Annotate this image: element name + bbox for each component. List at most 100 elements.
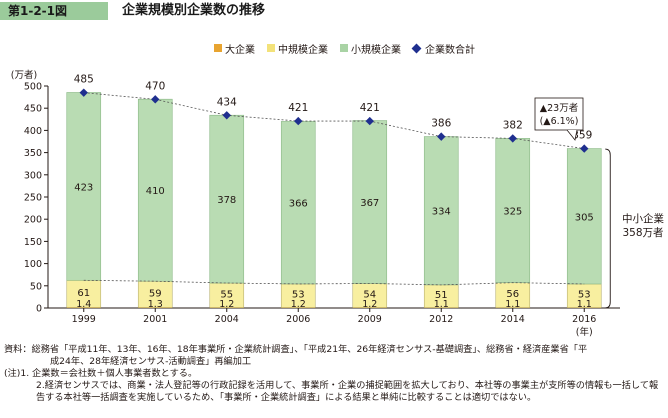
total-label-2006: 421 <box>288 102 308 114</box>
stacked-bar-chart: (万者)050100150200250300350400450500423611… <box>11 70 665 338</box>
medium-trend-line <box>83 279 585 286</box>
bar-medium-2014 <box>495 282 531 308</box>
label-large-2012: 1.1 <box>434 299 449 310</box>
label-small-2016: 305 <box>575 212 594 223</box>
note-1: (注)1. 企業数＝会社数＋個人事業者数とする。 <box>4 368 198 379</box>
total-label-2012: 386 <box>431 118 451 130</box>
label-small-2014: 325 <box>503 206 522 217</box>
legend-label-small: 小規模企業 <box>351 44 401 56</box>
total-marker-2014 <box>508 134 517 143</box>
y-tick-label: 450 <box>24 104 42 115</box>
label-small-2004: 378 <box>217 195 236 206</box>
total-trend-line <box>83 92 585 149</box>
bar-medium-2001 <box>137 280 173 308</box>
label-medium-2004: 55 <box>220 289 233 300</box>
change-amount: ▲23万者 <box>540 103 578 114</box>
source-line-2: 成24年、28年経済センサス‐活動調査」再編加工 <box>50 356 252 367</box>
sme-bracket <box>605 148 611 309</box>
legend-swatch-small <box>340 44 348 52</box>
label-medium-2016: 53 <box>578 290 591 301</box>
legend-label-medium: 中規模企業 <box>278 44 328 56</box>
label-large-2014: 1.1 <box>505 299 520 310</box>
x-tick-label-2012: 2012 <box>429 314 453 325</box>
bar-small-2014 <box>495 138 531 283</box>
sme-label: 中小企業 <box>622 212 664 225</box>
figure-header: 第1-2-1図 企業規模別企業数の推移 <box>0 0 668 22</box>
legend-item-large: 大企業 <box>214 41 255 56</box>
bar-small-2004 <box>209 114 245 284</box>
y-tick-label: 250 <box>24 193 42 204</box>
figure-title: 企業規模別企業数の推移 <box>122 3 266 18</box>
change-annotation-pointer <box>566 129 578 141</box>
label-medium-2001: 59 <box>149 288 162 299</box>
note-2: 2.経済センサスでは、商業・法人登記等の行政記録を活用して、事業所・企業の捕捉範… <box>36 380 659 403</box>
total-label-1999: 485 <box>74 74 94 86</box>
label-small-2012: 334 <box>432 207 451 218</box>
source-line-1: 資料：総務省「平成11年、13年、16年、18年事業所・企業統計調査」、「平成2… <box>4 344 588 355</box>
label-small-2009: 367 <box>360 198 379 209</box>
bar-small-2016 <box>566 148 602 285</box>
label-small-2006: 366 <box>289 199 308 210</box>
label-small-1999: 423 <box>74 182 93 193</box>
chart-legend: 大企業 中規模企業 小規模企業 企業数合計 <box>214 40 475 56</box>
y-tick-label: 200 <box>24 215 42 226</box>
x-tick-label-2004: 2004 <box>215 314 239 325</box>
change-percent: (▲6.1%) <box>540 116 579 127</box>
y-tick-label: 0 <box>36 304 42 315</box>
sme-count: 358万者 <box>622 227 663 239</box>
label-large-2001: 1.3 <box>148 299 163 310</box>
legend-item-total: 企業数合計 <box>411 41 475 56</box>
total-label-2001: 470 <box>145 80 165 92</box>
total-marker-2004 <box>222 111 231 120</box>
label-medium-2009: 54 <box>363 289 376 300</box>
legend-swatch-large <box>214 44 222 52</box>
label-large-2004: 1.2 <box>219 299 234 310</box>
total-label-2004: 434 <box>217 96 237 108</box>
legend-item-medium: 中規模企業 <box>267 41 328 56</box>
x-tick-label-1999: 1999 <box>72 314 96 325</box>
legend-swatch-medium <box>267 44 275 52</box>
change-annotation-box <box>534 97 584 131</box>
y-tick-label: 350 <box>24 148 42 159</box>
label-large-2006: 1.2 <box>291 299 306 310</box>
total-marker-2016 <box>580 144 589 153</box>
label-large-2009: 1.2 <box>362 299 377 310</box>
label-medium-2014: 56 <box>506 289 519 300</box>
x-axis-unit: (年) <box>576 326 593 338</box>
label-medium-1999: 61 <box>77 288 90 299</box>
total-label-2016: 359 <box>572 130 592 142</box>
y-tick-label: 100 <box>24 259 42 270</box>
x-tick-label-2014: 2014 <box>501 314 525 325</box>
legend-label-total: 企業数合計 <box>425 44 475 56</box>
bar-small-2012 <box>423 136 459 286</box>
label-large-2016: 1.1 <box>577 299 592 310</box>
y-tick-label: 50 <box>30 281 42 292</box>
x-tick-label-2016: 2016 <box>572 314 596 325</box>
label-small-2001: 410 <box>146 186 165 197</box>
bar-small-2001 <box>137 98 173 282</box>
bar-large-1999 <box>66 307 101 308</box>
footnotes: 資料：総務省「平成11年、13年、16年、18年事業所・企業統計調査」、「平成2… <box>4 344 666 404</box>
y-tick-label: 300 <box>24 170 42 181</box>
y-tick-label: 150 <box>24 237 42 248</box>
total-marker-2001 <box>151 95 160 104</box>
figure-number: 第1-2-1図 <box>0 2 108 20</box>
legend-label-large: 大企業 <box>225 44 255 56</box>
total-marker-2012 <box>437 132 446 141</box>
y-axis-unit: (万者) <box>11 70 37 81</box>
label-large-1999: 1.4 <box>76 299 91 310</box>
total-label-2014: 382 <box>503 119 523 131</box>
y-tick-label: 400 <box>24 126 42 137</box>
total-marker-2006 <box>294 116 303 126</box>
x-tick-label-2006: 2006 <box>286 314 310 325</box>
y-tick-label: 500 <box>24 82 42 93</box>
x-tick-label-2001: 2001 <box>143 314 167 325</box>
legend-item-small: 小規模企業 <box>340 41 401 56</box>
label-medium-2006: 53 <box>292 290 305 301</box>
x-tick-label-2009: 2009 <box>358 314 382 325</box>
total-marker-2009 <box>365 116 374 126</box>
total-label-2009: 421 <box>360 102 380 114</box>
bar-small-2006 <box>280 121 316 285</box>
label-medium-2012: 51 <box>435 290 448 301</box>
total-marker-1999 <box>79 88 88 97</box>
